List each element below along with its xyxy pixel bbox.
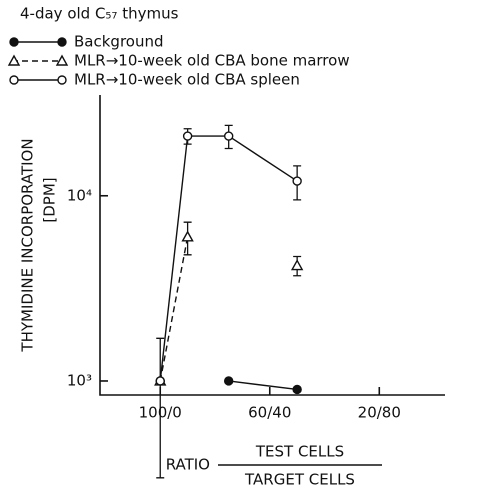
legend-label: Background [74, 33, 164, 51]
data-point [292, 176, 302, 186]
legend-marker [57, 37, 67, 47]
data-point [181, 230, 194, 242]
x-axis-denominator: TARGET CELLS [244, 471, 355, 489]
error-bar [156, 337, 165, 479]
legend-marker [7, 54, 21, 66]
x-tick-label: 60/40 [248, 404, 291, 422]
legend-marker [9, 75, 19, 85]
data-point [155, 376, 165, 386]
legend-label: MLR→10-week old CBA bone marrow [74, 52, 350, 70]
legend-marker [57, 75, 67, 85]
chart-title: 4-day old C₅₇ thymus [20, 5, 179, 23]
series-line [159, 135, 298, 382]
data-point [223, 131, 234, 141]
x-axis-numerator: TEST CELLS [255, 443, 344, 461]
data-point [182, 131, 193, 141]
series-line [160, 237, 297, 381]
legend-marker [55, 54, 69, 66]
x-axis-label: RATIO [166, 456, 210, 474]
data-point [290, 259, 304, 271]
y-tick-label: 10³ [67, 371, 92, 389]
y-tick-label: 10⁴ [67, 186, 92, 204]
data-point [292, 384, 302, 395]
legend-label: MLR→10-week old CBA spleen [74, 71, 300, 89]
y-axis-label: THYMIDINE INCORPORATION [19, 138, 37, 352]
y-axis-unit: [DPM] [41, 177, 59, 222]
data-point [223, 376, 234, 386]
axes [99, 95, 445, 396]
legend-marker [9, 37, 19, 47]
series-line [228, 380, 298, 391]
x-tick-label: 20/80 [358, 404, 401, 422]
